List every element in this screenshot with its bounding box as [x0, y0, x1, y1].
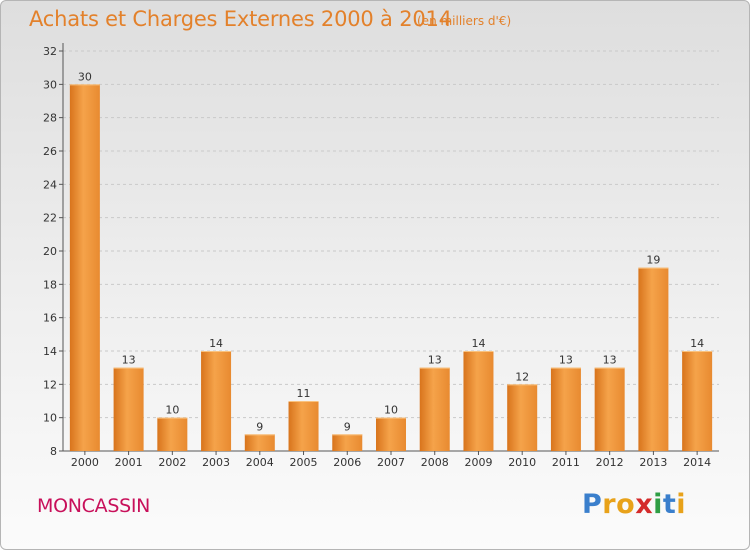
data-label: 9 [344, 420, 351, 433]
bar-2011 [550, 367, 581, 451]
data-label: 10 [384, 404, 398, 417]
bar-2002 [157, 417, 188, 451]
y-tick-label: 32 [43, 45, 57, 58]
y-tick-label: 16 [43, 312, 57, 325]
chart-subtitle: (en milliers d'€) [417, 14, 512, 28]
logo-letter: P [582, 489, 603, 520]
logo-letter: o [616, 489, 636, 520]
labels: 8 10 12 14 16 18 20 22 24 26 28 30 32 30 2000 13 2001 10 2… [43, 45, 711, 469]
x-tick-label: 2003 [202, 456, 230, 469]
data-label: 30 [78, 70, 92, 83]
data-label: 19 [646, 254, 660, 267]
city-name: MONCASSIN [37, 495, 151, 517]
data-label: 14 [471, 337, 485, 350]
data-label: 11 [297, 387, 311, 400]
x-tick-label: 2008 [421, 456, 449, 469]
data-label: 12 [515, 370, 529, 383]
logo-letter: t [662, 489, 677, 520]
y-tick-label: 14 [43, 345, 57, 358]
chart-title: Achats et Charges Externes 2000 à 2014 [29, 7, 452, 31]
x-tick-label: 2002 [158, 456, 186, 469]
bars [69, 84, 713, 451]
x-tick-label: 2001 [115, 456, 143, 469]
y-tick-label: 24 [43, 178, 57, 191]
x-tick-label: 2000 [71, 456, 99, 469]
x-tick-label: 2005 [290, 456, 318, 469]
bar-2003 [201, 351, 232, 451]
x-tick-label: 2010 [508, 456, 536, 469]
data-label: 13 [122, 354, 136, 367]
y-tick-label: 18 [43, 278, 57, 291]
x-tick-label: 2013 [639, 456, 667, 469]
bar-2012 [594, 367, 625, 451]
bar-2001 [113, 367, 144, 451]
bar-2000 [69, 84, 100, 451]
y-tick-label: 26 [43, 145, 57, 158]
logo-letter: i [653, 489, 663, 520]
y-tick-label: 30 [43, 78, 57, 91]
bar-2008 [419, 367, 450, 451]
x-tick-label: 2014 [683, 456, 711, 469]
x-tick-label: 2011 [552, 456, 580, 469]
bar-2009 [463, 351, 494, 451]
data-label: 13 [559, 354, 573, 367]
bar-2007 [376, 417, 406, 451]
y-tick-label: 10 [43, 412, 57, 425]
y-tick-label: 22 [43, 212, 57, 225]
logo-letter: x [635, 489, 654, 520]
x-tick-label: 2004 [246, 456, 274, 469]
data-label: 10 [165, 404, 179, 417]
y-tick-label: 8 [50, 445, 57, 458]
y-tick-label: 28 [43, 112, 57, 125]
bar-2005 [288, 401, 319, 451]
data-label: 14 [209, 337, 223, 350]
data-label: 9 [256, 420, 263, 433]
x-tick-label: 2006 [333, 456, 361, 469]
bar-2010 [507, 384, 538, 451]
x-tick-label: 2007 [377, 456, 405, 469]
logo-letter: i [676, 489, 687, 520]
proxiti-logo[interactable]: Proxiti [582, 489, 686, 520]
data-label: 13 [428, 354, 442, 367]
bar-2013 [638, 267, 669, 451]
x-tick-label: 2009 [464, 456, 492, 469]
logo-letter: r [602, 489, 617, 520]
data-label: 14 [690, 337, 704, 350]
y-tick-label: 12 [43, 378, 57, 391]
x-tick-label: 2012 [596, 456, 624, 469]
bar-2014 [682, 351, 713, 451]
data-label: 13 [603, 354, 617, 367]
y-tick-label: 20 [43, 245, 57, 258]
grid-lines [63, 50, 719, 419]
bar-2004 [244, 434, 275, 451]
bar-2006 [332, 434, 363, 451]
